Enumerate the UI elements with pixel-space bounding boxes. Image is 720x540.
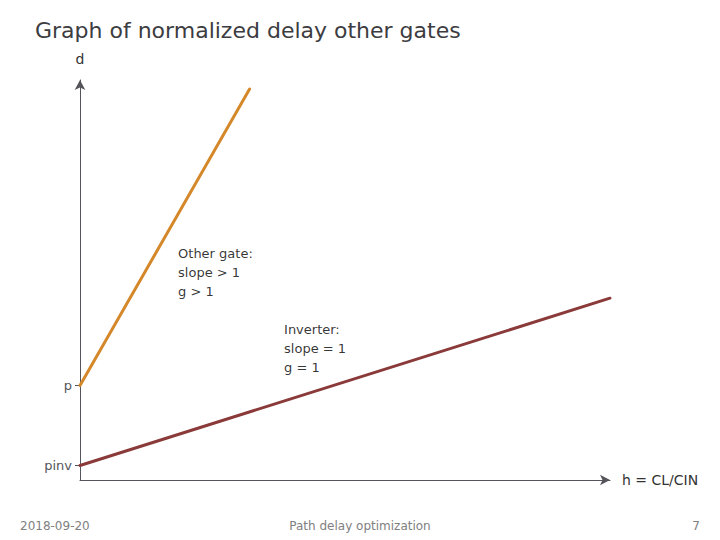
svg-text:d: d	[76, 51, 85, 67]
svg-text:Path delay optimization: Path delay optimization	[289, 519, 430, 533]
svg-text:pinv: pinv	[44, 458, 72, 473]
svg-text:g > 1: g > 1	[178, 284, 214, 299]
svg-text:slope = 1: slope = 1	[284, 341, 346, 356]
svg-text:h = CL/CIN: h = CL/CIN	[622, 472, 698, 488]
svg-text:g = 1: g = 1	[284, 360, 320, 375]
svg-text:Graph of normalized delay othe: Graph of normalized delay other gates	[35, 18, 461, 43]
svg-text:2018-09-20: 2018-09-20	[20, 519, 90, 533]
svg-text:7: 7	[692, 519, 700, 533]
svg-text:Inverter:: Inverter:	[284, 322, 340, 337]
svg-text:Other gate:: Other gate:	[178, 246, 253, 261]
svg-text:p: p	[64, 378, 72, 393]
svg-text:slope > 1: slope > 1	[178, 265, 240, 280]
